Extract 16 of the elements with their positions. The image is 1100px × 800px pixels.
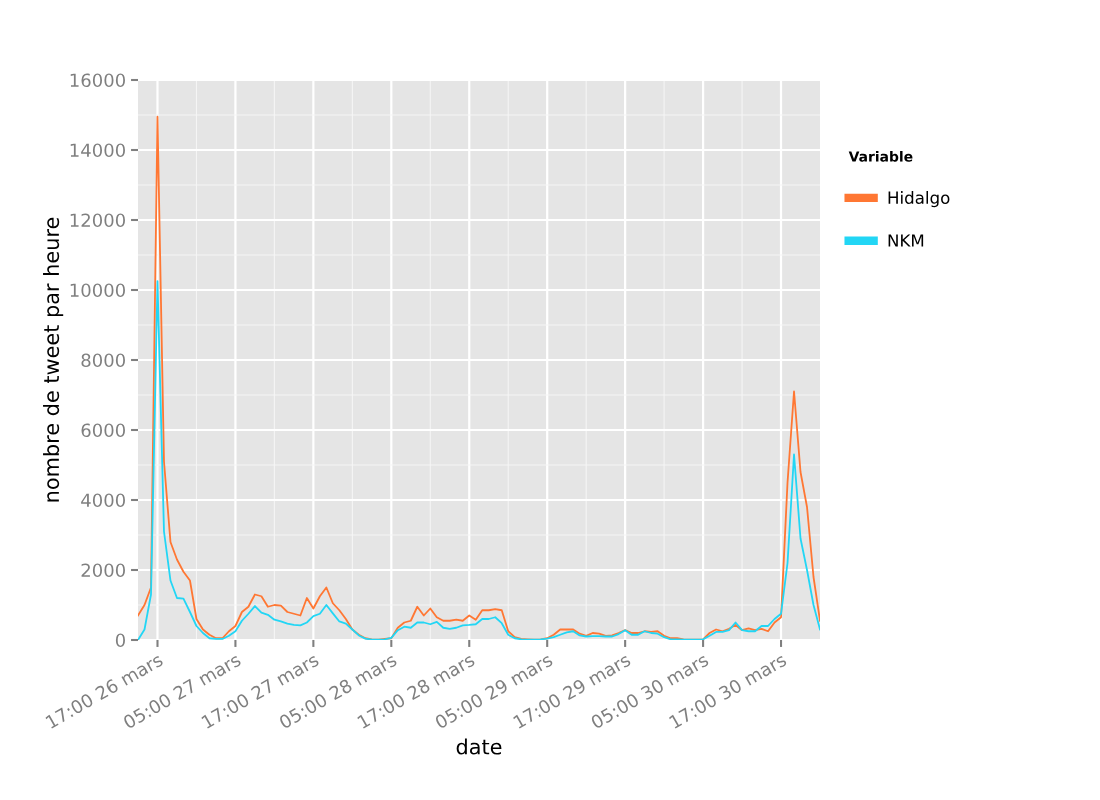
y-tick-label: 10000: [70, 283, 125, 298]
y-tick-label: 6000: [81, 423, 125, 438]
y-axis-title: nombre de tweet par heure: [43, 217, 64, 502]
y-tick-label: 12000: [70, 213, 125, 228]
y-tick-label: 2000: [81, 563, 125, 578]
legend-label: NKM: [888, 234, 924, 247]
line-series: [138, 280, 820, 640]
y-tick-label: 16000: [70, 73, 125, 88]
legend-title: Variable: [848, 151, 913, 162]
line-series: [138, 115, 820, 640]
legend-label: Hidalgo: [888, 191, 950, 208]
x-axis-title: date: [456, 738, 502, 755]
y-tick-label: 14000: [70, 143, 125, 158]
y-tick-label: 0: [115, 633, 125, 648]
y-tick-label: 4000: [81, 493, 125, 508]
y-tick-label: 8000: [81, 353, 125, 368]
